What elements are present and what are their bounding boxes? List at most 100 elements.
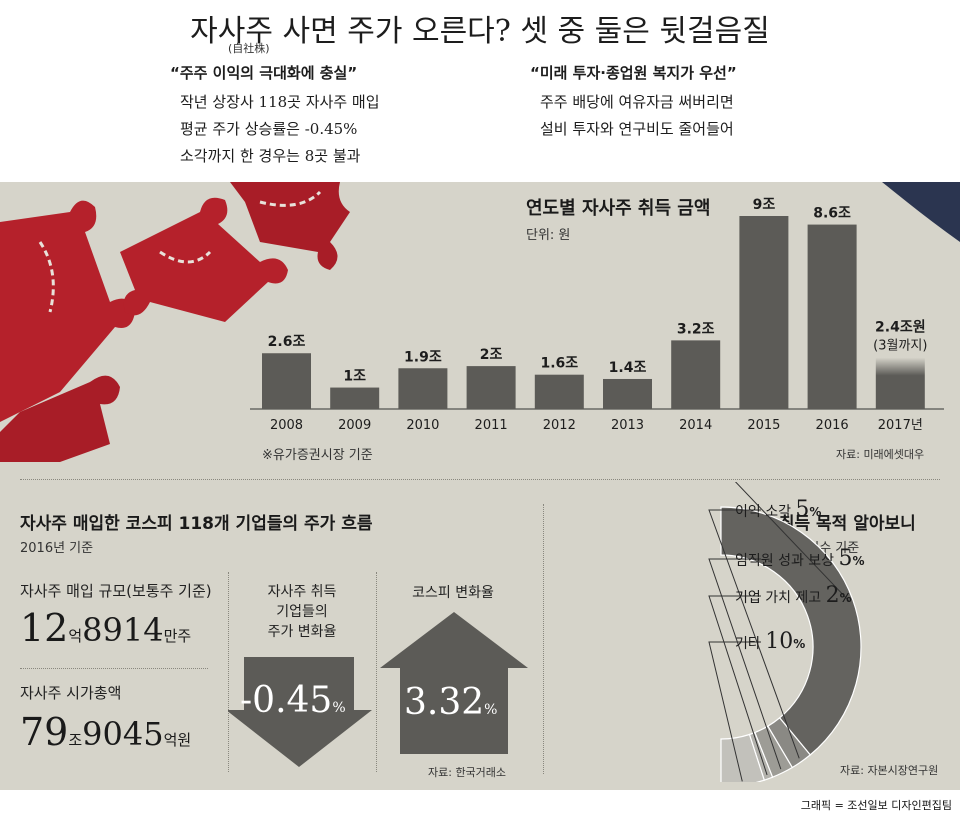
bar bbox=[398, 368, 448, 409]
bar-value-label: 9조 bbox=[753, 197, 776, 213]
buy-scale-value: 12억8914만주 bbox=[20, 606, 191, 650]
up-arrow-icon bbox=[380, 612, 528, 754]
x-tick-label: 2014 bbox=[679, 418, 712, 433]
x-tick-label: 2012 bbox=[543, 418, 576, 433]
donut-chart: 주가 안정 78%이익 소각 5%임직원 성과 보상 5%기업 가치 제고 2%… bbox=[708, 482, 865, 782]
bar bbox=[603, 378, 652, 409]
left-quote-line: 작년 상장사 118곳 자사주 매입 bbox=[180, 93, 380, 111]
donut-slice bbox=[720, 733, 766, 782]
leader-line bbox=[734, 482, 850, 602]
kospi-change-value: 3.32% bbox=[404, 682, 497, 723]
firm-change-unit: % bbox=[332, 700, 346, 716]
divider bbox=[228, 572, 229, 772]
firm-change-number: -0.45 bbox=[240, 680, 333, 721]
bar bbox=[534, 374, 584, 409]
kospi-change-label: 코스피 변화율 bbox=[412, 585, 494, 601]
bar bbox=[330, 387, 380, 409]
firm-change-label: 자사주 취득 기업들의 주가 변화율 bbox=[232, 582, 372, 642]
leader-line bbox=[708, 641, 761, 782]
bar-value-label: 3.2조 bbox=[677, 321, 715, 337]
bar-value-label: 1.6조 bbox=[540, 356, 578, 372]
market-cap-value: 79조9045억원 bbox=[20, 710, 191, 754]
leader-line bbox=[708, 595, 768, 776]
bar bbox=[875, 357, 925, 409]
firm-change-label-line: 기업들의 bbox=[276, 604, 328, 620]
x-tick-label: 2009 bbox=[338, 418, 371, 433]
bar bbox=[466, 366, 516, 409]
buy-scale-unit: 억 bbox=[68, 627, 83, 645]
right-quote-head: “미래 투자·종업원 복지가 우선” bbox=[530, 64, 737, 82]
puzzle-piece-icon bbox=[230, 182, 350, 270]
kospi-change-unit: % bbox=[484, 702, 498, 718]
firm-change-value: -0.45% bbox=[240, 680, 346, 721]
left-quote: “주주 이익의 극대화에 충실” 작년 상장사 118곳 자사주 매입 평균 주… bbox=[170, 62, 380, 170]
divider bbox=[543, 504, 544, 774]
x-tick-label: 2013 bbox=[611, 418, 644, 433]
x-tick-label: 2008 bbox=[270, 418, 303, 433]
bar-chart-unit: 단위: 원 bbox=[526, 228, 571, 243]
slice-value: 5 bbox=[795, 497, 809, 522]
firm-change-label-line: 주가 변화율 bbox=[267, 624, 337, 640]
buy-scale-number: 12 bbox=[20, 606, 69, 650]
bar bbox=[807, 224, 857, 409]
divider bbox=[20, 668, 208, 669]
graphic-credit: 그래픽 = 조선일보 디자인편집팀 bbox=[800, 799, 952, 812]
right-quote: “미래 투자·종업원 복지가 우선” 주주 배당에 여유자금 써버리면 설비 투… bbox=[530, 62, 737, 143]
kospi-change-number: 3.32 bbox=[404, 682, 485, 723]
stats-subtitle: 2016년 기준 bbox=[20, 541, 94, 556]
bar-chart-source: 자료: 미래에셋대우 bbox=[836, 448, 925, 461]
bar-chart-title: 연도별 자사주 취득 금액 bbox=[526, 198, 711, 219]
buy-scale-label: 자사주 매입 규모(보통주 기준) bbox=[20, 582, 212, 600]
x-tick-label: 2015 bbox=[747, 418, 780, 433]
right-quote-line: 주주 배당에 여유자금 써버리면 bbox=[540, 93, 734, 111]
divider bbox=[376, 572, 377, 772]
slice-value: 5 bbox=[839, 546, 853, 571]
bar-note-label: (3월까지) bbox=[873, 339, 927, 354]
bar-value-label: 8.6조 bbox=[813, 206, 851, 222]
bar-value-label: 1.9조 bbox=[404, 349, 442, 365]
market-cap-unit: 조 bbox=[68, 731, 83, 749]
bar-value-label: 1조 bbox=[343, 369, 366, 385]
left-quote-head: “주주 이익의 극대화에 충실” bbox=[170, 64, 358, 82]
divider bbox=[20, 479, 940, 480]
firm-change-label-line: 자사주 취득 bbox=[267, 584, 337, 600]
bar-value-label: 2.6조 bbox=[268, 334, 306, 350]
market-cap-unit: 억원 bbox=[163, 731, 192, 749]
bar bbox=[671, 340, 721, 409]
title-hanja: (自社株) bbox=[228, 42, 270, 55]
buy-scale-number: 8914 bbox=[82, 611, 164, 649]
x-tick-label: 2010 bbox=[406, 418, 439, 433]
market-cap-label: 자사주 시가총액 bbox=[20, 684, 122, 702]
x-tick-label: 2011 bbox=[475, 418, 508, 433]
down-arrow-icon bbox=[228, 657, 372, 767]
slice-value: 10 bbox=[765, 629, 793, 654]
right-quote-line: 설비 투자와 연구비도 줄어들어 bbox=[540, 120, 734, 138]
stats-source: 자료: 한국거래소 bbox=[428, 766, 507, 779]
puzzle-piece-icon bbox=[0, 200, 135, 422]
bar-value-label: 2.4조원 bbox=[875, 320, 926, 336]
bar-chart: 2.6조 2008 1조 2009 1.9조 2010 2조 2011 1.6조 2012 1.4조… bbox=[250, 197, 944, 433]
slice-value: 2 bbox=[826, 583, 840, 608]
left-quote-line: 소각까지 한 경우는 8곳 불과 bbox=[180, 147, 361, 165]
x-tick-label: 2017년 bbox=[878, 418, 923, 433]
slice-label: 이익 소각 5% bbox=[735, 497, 821, 522]
slice-label: 기타 10% bbox=[735, 629, 805, 654]
donut-slice bbox=[720, 506, 862, 756]
bar bbox=[739, 216, 789, 409]
donut-chart-source: 자료: 자본시장연구원 bbox=[840, 764, 939, 777]
bar-value-label: 1.4조 bbox=[609, 360, 647, 376]
graphic-panel: 연도별 자사주 취득 금액 단위: 원 2.6조 2008 1조 2009 1.9조 20… bbox=[0, 182, 960, 790]
market-cap-number: 79 bbox=[20, 710, 69, 754]
slice-label: 기업 가치 제고 2% bbox=[735, 583, 852, 608]
market-cap-number: 9045 bbox=[82, 715, 164, 753]
x-tick-label: 2016 bbox=[816, 418, 849, 433]
leader-line bbox=[708, 558, 782, 770]
bar bbox=[262, 353, 311, 409]
slice-label: 임직원 성과 보상 5% bbox=[735, 546, 865, 571]
bar-chart-footnote: ※유가증권시장 기준 bbox=[262, 448, 373, 463]
corner-decoration bbox=[882, 182, 960, 242]
puzzle-illustration bbox=[0, 182, 350, 462]
stats-title: 자사주 매입한 코스피 118개 기업들의 주가 흐름 bbox=[20, 514, 373, 534]
puzzle-piece-icon bbox=[120, 197, 288, 322]
leader-line bbox=[708, 509, 800, 759]
